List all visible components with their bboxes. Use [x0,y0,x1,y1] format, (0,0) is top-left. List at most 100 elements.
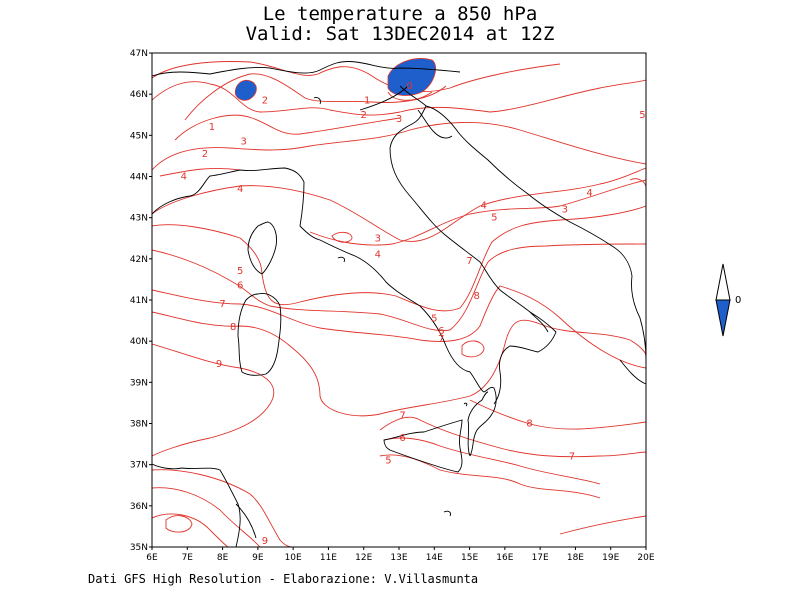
isotherm-6-south [383,437,601,485]
y-tick-label: 35N [130,543,148,553]
isotherm-label: 2 [361,110,367,121]
y-tick-label: 46N [130,90,148,100]
y-tick-label: 45N [130,131,148,141]
coast-adriatic-italy [389,85,557,405]
isotherm-label: 7 [466,256,472,267]
isotherm-label: 4 [480,200,486,211]
isotherm-3 [152,121,646,171]
isotherm-label: 0 [406,81,412,92]
isotherm-label: 5 [491,213,497,224]
sardinia [237,293,282,376]
y-tick-label: 41N [130,296,148,306]
isotherm-4 [152,167,646,242]
isotherm-9 [152,343,275,457]
isotherm-label: 8 [473,291,479,302]
data-credit: Dati GFS High Resolution - Elaborazione:… [88,572,479,586]
y-tick-label: 40N [130,337,148,347]
legend-blue-triangle [715,299,731,337]
y-tick-label: 44N [130,173,148,183]
island-malta [463,402,468,407]
lake-1 [313,97,321,105]
coast-tunisia-east [235,503,257,539]
isotherm-label: 4 [237,184,243,195]
coast-balkans [425,105,646,361]
island-elba [337,256,345,263]
x-tick-label: 16E [496,553,513,563]
isotherm-5 [152,205,646,312]
isotherm-label: 4 [181,172,187,183]
x-tick-label: 7E [182,553,194,563]
isotherm-1-north [152,61,561,93]
isotherm-label: 8 [526,419,532,430]
isotherm-label: 3 [562,204,568,215]
y-tick-label: 36N [130,502,148,512]
isotherm-label: 7 [219,299,225,310]
coast-ionian-calabria [467,391,489,457]
sicily [383,419,463,473]
coastlines [152,61,646,547]
x-tick-label: 9E [252,553,264,563]
isotherm-label: 5 [237,266,243,277]
isotherm-2 [152,79,646,116]
isotherm-7-south [379,416,646,458]
isotherm-8 [152,311,646,417]
isotherm-ring-2 [331,231,353,243]
isotherm-label: 5 [385,456,391,467]
longitude-axis: 6E 7E 8E 9E 10E 11E 12E 13E 14E 15E 16E 17E 18E 19E 20… [146,547,655,563]
isotherm-label: 1 [364,95,370,106]
island-pantelleria [443,510,451,517]
isotherm-9c [152,487,261,547]
isotherm-label: 7 [438,334,444,345]
isotherm-9e [559,515,646,535]
isotherm-lines [152,61,646,547]
isotherm-label: 4 [586,188,592,199]
map-valid-time: Valid: Sat 13DEC2014 at 12Z [245,23,555,45]
legend-label: 0 [735,295,741,306]
x-tick-label: 13E [390,553,407,563]
isotherm-7 [152,285,646,369]
isotherm-label: 4 [375,250,381,261]
isotherm-1-west [184,73,447,121]
x-tick-label: 20E [637,553,654,563]
x-tick-label: 8E [217,553,229,563]
isotherm-3b [309,179,646,246]
y-tick-label: 38N [130,420,148,430]
y-tick-label: 42N [130,255,148,265]
x-tick-label: 19E [602,553,619,563]
coast-greece-west [619,359,646,385]
coast-istria [417,109,453,139]
isotherm-4b [159,167,241,177]
isotherm-0 [387,91,433,101]
coast-tunisia [152,463,241,547]
isotherm-9b [152,469,293,547]
isotherm-ring-4 [165,515,193,533]
coast-france-liguria [152,167,305,215]
isotherm-label: 3 [375,233,381,244]
x-tick-label: 11E [320,553,337,563]
color-legend: 0 [715,263,741,337]
isotherm-label: 9 [216,359,222,370]
x-tick-label: 12E [355,553,372,563]
y-tick-label: 47N [130,49,148,59]
x-tick-label: 10E [285,553,302,563]
isotherm-label: 2 [202,149,208,160]
x-tick-label: 18E [567,553,584,563]
isotherm-8b [469,399,646,430]
corsica [247,221,277,275]
isotherm-6 [152,243,646,332]
x-tick-label: 14E [426,553,443,563]
isotherm-label: 1 [209,122,215,133]
coast-tyrrhenian [299,181,497,457]
y-tick-label: 37N [130,461,148,471]
y-tick-label: 39N [130,378,148,388]
isotherm-label: 5 [431,314,437,325]
x-tick-label: 15E [461,553,478,563]
x-tick-label: 6E [146,553,158,563]
x-tick-label: 17E [532,553,549,563]
isotherm-label: 9 [262,536,268,547]
isotherm-label: 2 [262,95,268,106]
y-tick-label: 43N [130,214,148,224]
isotherm-label: 6 [399,433,405,444]
isotherm-label: 3 [396,114,402,125]
